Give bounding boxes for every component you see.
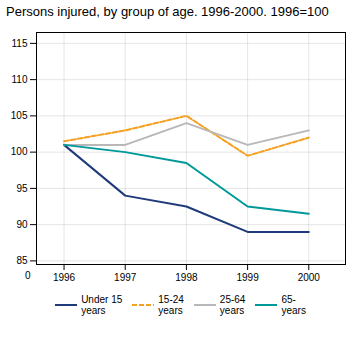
html-text:65- years: 65- years [281, 293, 306, 317]
svg-text:1998: 1998 [175, 271, 198, 282]
html-text:Persons injured, by group of a: Persons injured, by group of age. 1996-2… [6, 4, 329, 19]
svg-text:0: 0 [25, 269, 31, 280]
html-text:15-24 years: 15-24 years [158, 293, 184, 317]
svg-text:105: 105 [11, 110, 28, 121]
svg-text:1996: 1996 [53, 271, 76, 282]
svg-text:115: 115 [12, 37, 28, 48]
html-text:25-64 years: 25-64 years [219, 293, 246, 317]
svg-text:90: 90 [16, 218, 28, 229]
svg-text:100: 100 [11, 146, 28, 157]
html-text:Under 15 years: Under 15 years [81, 293, 123, 317]
svg-text:110: 110 [12, 73, 28, 84]
svg-text:95: 95 [16, 182, 28, 193]
svg-text:1997: 1997 [114, 271, 137, 282]
svg-text:85: 85 [16, 255, 28, 266]
svg-text:1999: 1999 [236, 271, 259, 282]
svg-text:2000: 2000 [298, 271, 321, 282]
